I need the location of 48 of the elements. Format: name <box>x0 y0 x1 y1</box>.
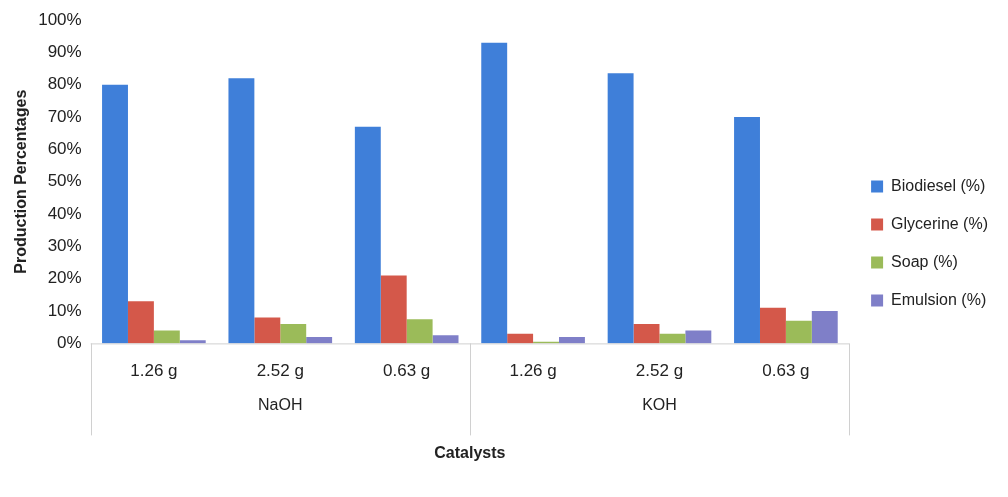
bar <box>633 324 660 344</box>
x-tick-label: 0.63 g <box>383 361 431 381</box>
bar <box>607 73 634 344</box>
bar <box>481 42 508 344</box>
bar <box>406 319 433 344</box>
bar <box>734 117 760 344</box>
legend-label: Emulsion (%) <box>891 290 987 308</box>
y-tick-label: 0% <box>57 333 82 353</box>
text: NaOH <box>258 395 303 413</box>
bar <box>785 320 812 344</box>
bar <box>759 307 786 344</box>
legend-label: Biodiesel (%) <box>891 176 986 194</box>
bar <box>280 324 307 344</box>
bar <box>228 78 255 344</box>
x-tick-label: 0.63 g <box>762 361 810 381</box>
y-tick-label: 60% <box>47 139 82 159</box>
bar <box>811 311 838 344</box>
y-tick-label: 90% <box>47 42 82 62</box>
legend-label: Glycerine (%) <box>891 214 988 232</box>
bar <box>153 330 180 344</box>
y-tick-label: 40% <box>47 203 82 223</box>
bar <box>380 275 407 344</box>
y-axis-title: Production Percentages <box>12 89 30 274</box>
bar <box>685 330 712 344</box>
x-tick-label: 1.26 g <box>130 361 178 381</box>
bar <box>102 84 128 344</box>
bar <box>179 340 206 344</box>
y-tick-label: 10% <box>47 300 82 320</box>
bar <box>127 301 154 344</box>
bar <box>354 126 381 344</box>
x-tick-label: 2.52 g <box>256 361 304 381</box>
y-tick-label: 50% <box>47 171 82 191</box>
bar <box>254 317 281 344</box>
bar <box>432 335 459 344</box>
y-tick-label: 30% <box>47 236 82 256</box>
legend-label: Soap (%) <box>891 252 958 270</box>
bar <box>306 336 333 344</box>
x-tick-label: 1.26 g <box>509 361 557 381</box>
bar <box>559 336 585 344</box>
x-axis-title: Catalysts <box>434 443 506 461</box>
x-tick-label: 2.52 g <box>635 361 684 381</box>
y-tick-label: 70% <box>47 106 82 126</box>
y-tick-label: 20% <box>47 268 82 288</box>
y-tick-label: 100% <box>38 9 82 29</box>
y-tick-label: 80% <box>47 74 82 94</box>
text: KOH <box>642 395 677 413</box>
bar <box>659 333 686 344</box>
bar <box>507 333 534 344</box>
